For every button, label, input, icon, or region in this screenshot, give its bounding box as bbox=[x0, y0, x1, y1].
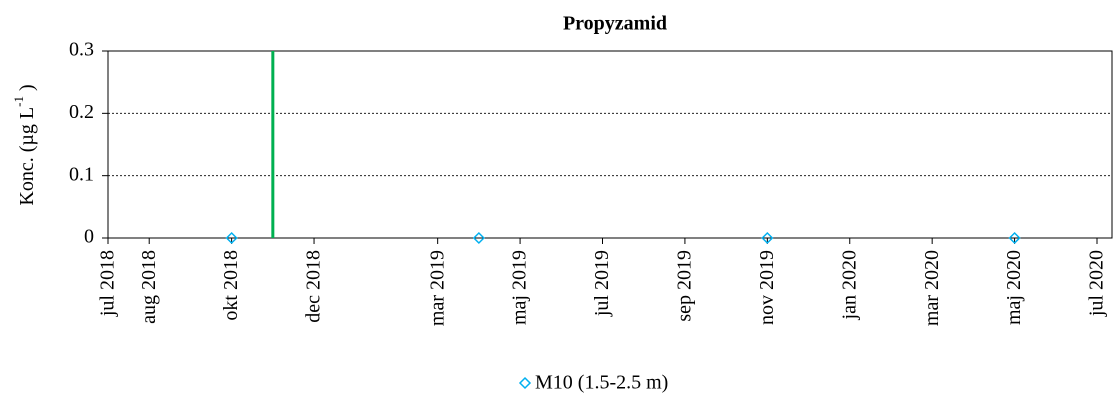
x-tick-label: maj 2019 bbox=[509, 250, 531, 325]
y-tick-label: 0 bbox=[84, 226, 94, 248]
y-axis-label: Konc. (µg L-1 ) bbox=[11, 84, 38, 205]
x-tick-label: jan 2020 bbox=[838, 250, 860, 320]
x-tick-label: jul 2020 bbox=[1086, 250, 1108, 317]
legend-marker bbox=[518, 376, 532, 390]
y-tick-label: 0.1 bbox=[69, 163, 94, 185]
x-tick-label: dec 2018 bbox=[303, 250, 325, 323]
chart-title: Propyzamid bbox=[563, 13, 667, 35]
y-label-text: Konc. (µg L bbox=[16, 107, 38, 206]
plot-frame bbox=[107, 50, 1113, 239]
y-label-end: ) bbox=[16, 84, 38, 96]
x-tick-label: mar 2020 bbox=[921, 250, 943, 326]
x-tick-label: okt 2018 bbox=[220, 250, 242, 321]
y-label-sup: -1 bbox=[11, 96, 26, 107]
point bbox=[1008, 231, 1021, 245]
legend-label: M10 (1.5-2.5 m) bbox=[535, 372, 668, 394]
x-tick-label: jul 2018 bbox=[97, 250, 119, 317]
y-tick-label: 0.2 bbox=[69, 101, 94, 123]
point bbox=[225, 231, 238, 245]
point bbox=[761, 231, 774, 245]
x-tick-label: sep 2019 bbox=[674, 250, 696, 322]
y-tick-label: 0.3 bbox=[69, 39, 94, 61]
x-tick-label: mar 2019 bbox=[426, 250, 448, 326]
point bbox=[472, 231, 485, 245]
x-tick-label: aug 2018 bbox=[138, 250, 160, 324]
x-tick-label: maj 2020 bbox=[1003, 250, 1025, 325]
x-tick-label: nov 2019 bbox=[756, 250, 778, 325]
x-tick-label: jul 2019 bbox=[591, 250, 613, 317]
